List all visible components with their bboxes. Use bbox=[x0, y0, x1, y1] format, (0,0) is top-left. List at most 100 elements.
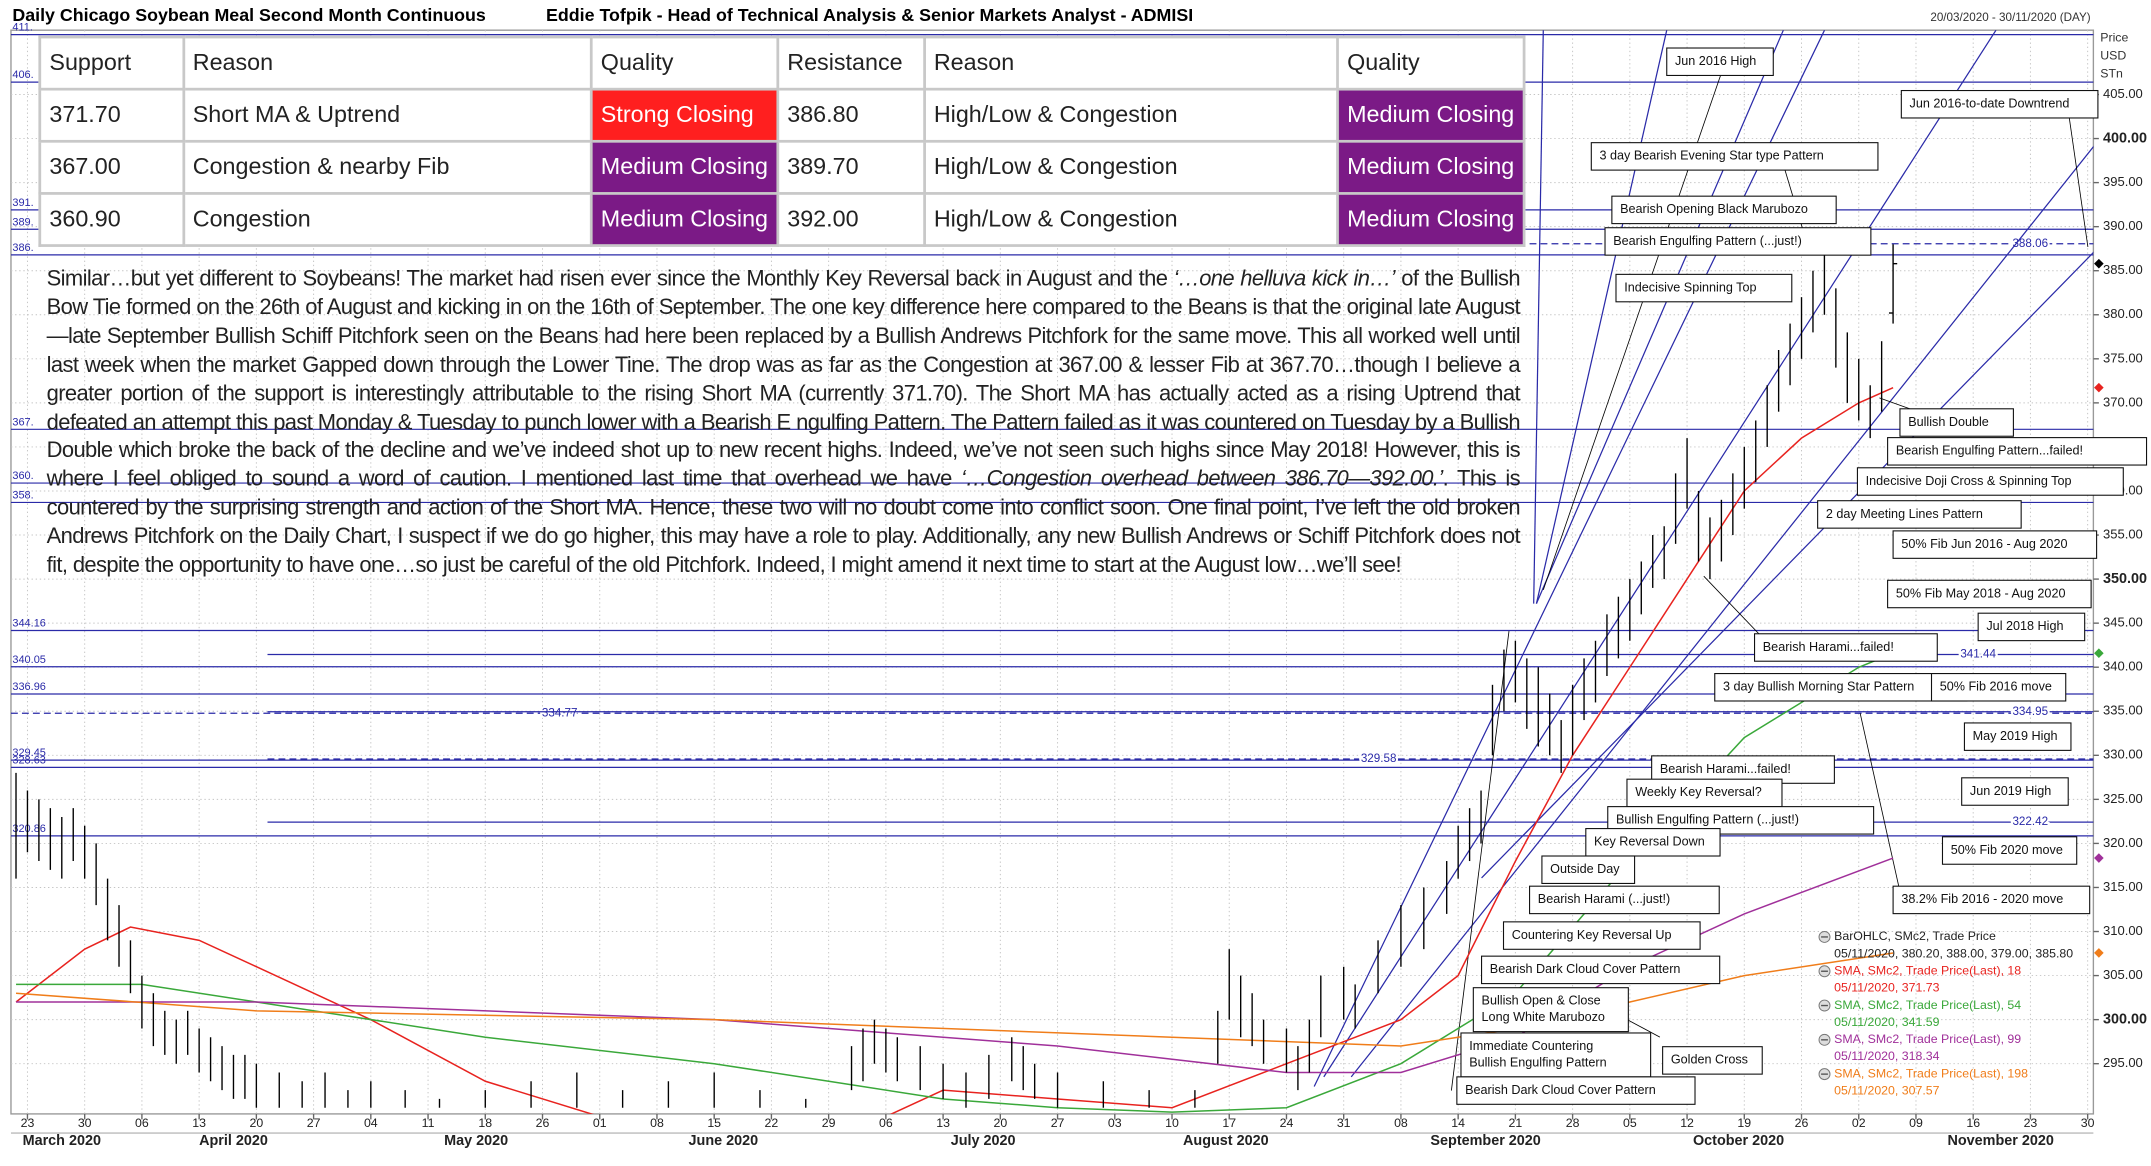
annotation-text: Bullish Engulfing Pattern (...just!) bbox=[1616, 813, 1799, 827]
annotation-box bbox=[1585, 828, 1721, 857]
annotation-text: Bearish Harami (...just!) bbox=[1538, 892, 1670, 906]
y-tick-label: 335.00 bbox=[2103, 703, 2143, 718]
date-range: 20/03/2020 - 30/11/2020 (DAY) bbox=[1930, 11, 2090, 24]
annotation-box bbox=[1529, 885, 1720, 915]
leader-line bbox=[1859, 713, 1901, 892]
annotation-box bbox=[1615, 273, 1793, 303]
table-cell: Medium Closing bbox=[589, 139, 779, 195]
leader-line bbox=[1703, 575, 1764, 639]
table-cell: Congestion bbox=[181, 192, 593, 247]
overlay: Price USD STn 295.00 300.00 305.00 310.00 315.0… bbox=[10, 31, 2148, 1149]
annotation-text: 3 day Bearish Evening Star type Pattern bbox=[1600, 149, 1824, 163]
legend-label: SMA, SMc2, Trade Price(Last), 198 bbox=[1834, 1066, 2028, 1080]
annotation-box bbox=[1892, 530, 2098, 559]
annotation-box bbox=[1611, 195, 1837, 225]
header-cell: Resistance bbox=[776, 35, 926, 91]
legend-detail: 05/11/2020, 318.34 bbox=[1834, 1049, 1939, 1063]
y-tick-label: 320.00 bbox=[2103, 835, 2143, 850]
annotation-text: Indecisive Spinning Top bbox=[1624, 280, 1756, 294]
y-tick-label: 300.00 bbox=[2103, 1011, 2147, 1027]
x-tick-label: 28 bbox=[1566, 1116, 1580, 1130]
x-tick-label: 22 bbox=[765, 1116, 779, 1130]
annotation-box bbox=[1887, 437, 2148, 466]
level-label: 367. bbox=[12, 416, 33, 428]
moving-average bbox=[15, 386, 1894, 1114]
x-tick-label: 20 bbox=[250, 1116, 264, 1130]
month-label: August 2020 bbox=[1183, 1133, 1269, 1149]
annotation-text: Bearish Harami...failed! bbox=[1763, 640, 1894, 654]
level-label: 391. bbox=[12, 197, 33, 209]
legend-detail: 05/11/2020, 380.20, 388.00, 379.00, 385.… bbox=[1834, 946, 2073, 960]
x-tick-label: 04 bbox=[364, 1116, 378, 1130]
y-tick-label: 400.00 bbox=[2103, 130, 2147, 146]
annotation-box bbox=[1900, 89, 2099, 119]
y-tick-label: 310.00 bbox=[2103, 923, 2143, 938]
y-tick-label: 390.00 bbox=[2103, 218, 2143, 233]
y-tick-label: 350.00 bbox=[2103, 571, 2147, 587]
x-tick-label: 03 bbox=[1108, 1116, 1122, 1130]
table-cell: Short MA & Uptrend bbox=[181, 87, 593, 143]
x-tick-label: 23 bbox=[21, 1116, 35, 1130]
annotation-text: Bearish Dark Cloud Cover Pattern bbox=[1465, 1083, 1656, 1097]
annotation-text: Bearish Harami...failed! bbox=[1660, 762, 1791, 776]
header-cell: Support bbox=[38, 35, 185, 91]
level-label: 341.44 bbox=[1960, 648, 1996, 661]
annotation-box bbox=[1977, 612, 2086, 642]
annotation-text: 50% Fib May 2018 - Aug 2020 bbox=[1896, 586, 2066, 600]
x-tick-label: 20 bbox=[993, 1116, 1007, 1130]
annotation-text: Indecisive Doji Cross & Spinning Top bbox=[1866, 474, 2072, 488]
table-row: 360.90 Congestion Medium Closing 392.00 High… bbox=[38, 192, 1526, 247]
month-label: June 2020 bbox=[689, 1133, 759, 1149]
x-tick-label: 15 bbox=[707, 1116, 721, 1130]
month-label: May 2020 bbox=[444, 1133, 508, 1149]
trendlines bbox=[1313, 30, 2094, 1087]
pitchfork-line bbox=[1350, 145, 2094, 1078]
annotation-box bbox=[1481, 955, 1721, 985]
table-cell: Medium Closing bbox=[1336, 87, 1526, 143]
annotation-box bbox=[1892, 885, 2091, 915]
leader-line bbox=[2066, 104, 2089, 247]
x-tick-label: 30 bbox=[78, 1116, 92, 1130]
annotation-box bbox=[1666, 47, 1774, 76]
annotation-box bbox=[1753, 633, 1938, 662]
x-tick-label: 02 bbox=[1852, 1116, 1866, 1130]
x-tick-label: 18 bbox=[478, 1116, 492, 1130]
x-tick-label: 13 bbox=[936, 1116, 950, 1130]
annotation-text: 50% Fib 2020 move bbox=[1951, 843, 2063, 857]
annotation-text: 3 day Bullish Morning Star Pattern bbox=[1723, 680, 1914, 694]
axis-header: USD bbox=[2100, 49, 2126, 63]
month-label: September 2020 bbox=[1430, 1133, 1540, 1149]
leader-line bbox=[1450, 630, 1510, 1091]
table-cell: Medium Closing bbox=[589, 192, 779, 247]
pitchfork-line bbox=[1535, 30, 1668, 604]
x-tick-label: 08 bbox=[1394, 1116, 1408, 1130]
y-tick-label: 315.00 bbox=[2103, 879, 2143, 894]
x-tick-label: 31 bbox=[1337, 1116, 1351, 1130]
annotation-text: Outside Day bbox=[1550, 862, 1620, 876]
annotation-box bbox=[1626, 778, 1783, 808]
annotation-text: 38.2% Fib 2016 - 2020 move bbox=[1901, 892, 2063, 906]
annotation-text: Bullish Engulfing Pattern bbox=[1469, 1055, 1606, 1069]
annotation-text: 50% Fib 2016 move bbox=[1940, 680, 2052, 694]
x-tick-label: 09 bbox=[1909, 1116, 1923, 1130]
table-cell: 371.70 bbox=[38, 87, 185, 143]
x-tick-label: 06 bbox=[135, 1116, 149, 1130]
commentary-text: of the Bullish Bow Tie formed on the 26t… bbox=[46, 267, 1521, 492]
header-cell: Reason bbox=[181, 35, 593, 91]
month-label: April 2020 bbox=[199, 1133, 268, 1149]
x-tick-label: 10 bbox=[1165, 1116, 1179, 1130]
annotation-text: 50% Fib Jun 2016 - Aug 2020 bbox=[1901, 537, 2067, 551]
x-tick-label: 23 bbox=[2024, 1116, 2038, 1130]
pitchfork-line bbox=[1533, 30, 1544, 604]
month-label: November 2020 bbox=[1947, 1133, 2053, 1149]
annotation-text: May 2019 High bbox=[1973, 729, 2058, 743]
y-tick-label: 370.00 bbox=[2103, 394, 2143, 409]
y-tick-label: 325.00 bbox=[2103, 791, 2143, 806]
y-tick-label: 340.00 bbox=[2103, 659, 2143, 674]
annotation-box bbox=[1472, 987, 1629, 1033]
level-label: 329.45 bbox=[12, 747, 46, 759]
annotation-text: Immediate Countering bbox=[1469, 1039, 1593, 1053]
axis-header: STn bbox=[2100, 66, 2123, 80]
x-tick-label: 12 bbox=[1680, 1116, 1694, 1130]
x-tick-label: 24 bbox=[1280, 1116, 1294, 1130]
